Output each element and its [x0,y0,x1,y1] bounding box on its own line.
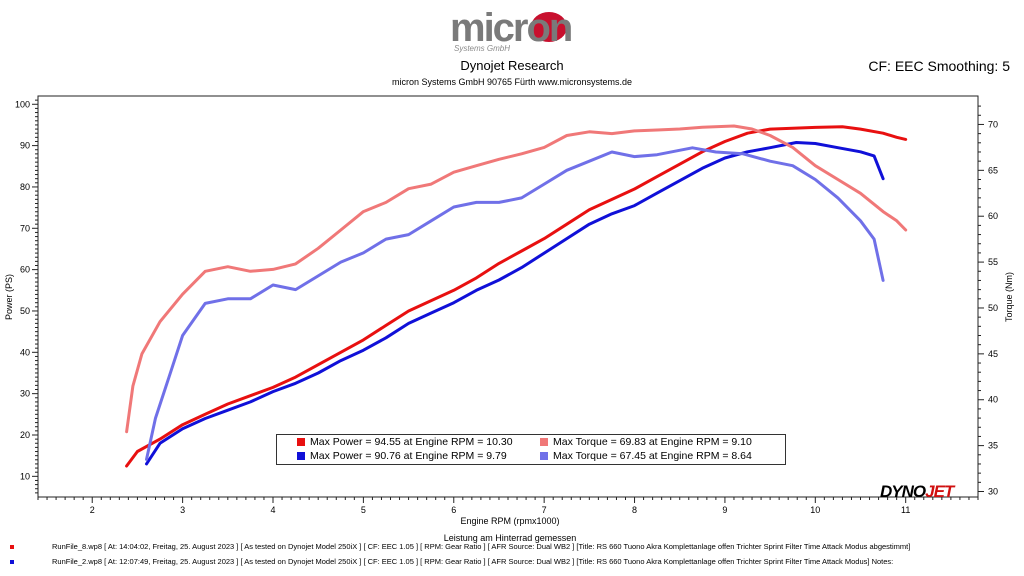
footer-run1-text: RunFile_8.wp8 [ At: 14:04:02, Freitag, 2… [52,542,911,551]
footer-run2-text: RunFile_2.wp8 [ At: 12:07:49, Freitag, 2… [52,557,894,566]
legend-swatch [297,438,305,446]
x-tick-label: 3 [180,505,185,515]
footer-run1-marker [10,544,14,549]
y2-tick-label: 70 [988,119,998,129]
legend-label: Max Power = 94.55 at Engine RPM = 10.30 [310,436,513,448]
x-tick-label: 9 [722,505,727,515]
dynojet-logo-jet: JET [925,482,954,501]
y-tick-label: 30 [20,389,30,399]
smoothing-label: CF: EEC Smoothing: 5 [868,58,1010,74]
y-tick-label: 80 [20,182,30,192]
footer-run2-marker [10,559,14,564]
x-tick-label: 8 [632,505,637,515]
y2-axis-label: Torque (Nm) [1004,272,1014,322]
legend-item-run2-power: Max Power = 90.76 at Engine RPM = 9.79 [297,450,507,463]
dynojet-logo: DYNOJET [880,482,954,502]
y2-tick-label: 35 [988,441,998,451]
x-tick-label: 4 [270,505,275,515]
legend-swatch [540,438,548,446]
y-tick-label: 40 [20,347,30,357]
run1-power-line [125,125,908,468]
logo-subtext: Systems GmbH [454,44,511,53]
logo-word: micron [450,6,573,50]
y-tick-label: 10 [20,471,30,481]
y-tick-label: 90 [20,141,30,151]
y-tick-label: 60 [20,265,30,275]
x-tick-label: 2 [90,505,95,515]
y-tick-label: 50 [20,306,30,316]
footer-run2: RunFile_2.wp8 [ At: 12:07:49, Freitag, 2… [0,557,1024,566]
dynojet-logo-dyno: DYNO [880,482,926,501]
y2-tick-label: 65 [988,165,998,175]
x-tick-label: 10 [810,505,820,515]
y2-tick-label: 30 [988,486,998,496]
x-axis-label: Engine RPM (rpmx1000) [460,516,559,526]
x-tick-label: 7 [542,505,547,515]
legend-label: Max Power = 90.76 at Engine RPM = 9.79 [310,450,507,462]
x-tick-label: 5 [361,505,366,515]
y-tick-label: 100 [15,99,30,109]
x-tick-label: 6 [451,505,456,515]
logo-ring [531,12,567,42]
footer-run1: RunFile_8.wp8 [ At: 14:04:02, Freitag, 2… [0,542,1024,551]
x-tick-label: 11 [901,505,910,515]
y2-tick-label: 45 [988,349,998,359]
legend-label: Max Torque = 67.45 at Engine RPM = 8.64 [553,450,752,462]
legend-label: Max Torque = 69.83 at Engine RPM = 9.10 [553,436,752,448]
chart-subtitle: micron Systems GmbH 90765 Fürth www.micr… [391,77,633,87]
y-tick-label: 70 [20,223,30,233]
run1-torque-line [125,124,908,434]
legend-swatch [540,452,548,460]
y2-tick-label: 50 [988,303,998,313]
micron-logo: micron Systems GmbH [446,6,580,56]
legend: Max Power = 94.55 at Engine RPM = 10.30 … [276,434,786,465]
y-axis-label: Power (PS) [4,274,14,320]
y2-tick-label: 60 [988,211,998,221]
run2-power-line [145,141,885,466]
chart-title: Dynojet Research [460,58,564,73]
y2-tick-label: 40 [988,395,998,405]
legend-swatch [297,452,305,460]
legend-item-run1-power: Max Power = 94.55 at Engine RPM = 10.30 [297,436,513,449]
y-tick-label: 20 [20,430,30,440]
x2-axis-label: Leistung am Hinterrad gemessen [444,533,577,543]
legend-item-run1-torque: Max Torque = 69.83 at Engine RPM = 9.10 [540,436,752,449]
y2-tick-label: 55 [988,257,998,267]
legend-item-run2-torque: Max Torque = 67.45 at Engine RPM = 8.64 [540,450,752,463]
run2-torque-line [145,146,885,461]
